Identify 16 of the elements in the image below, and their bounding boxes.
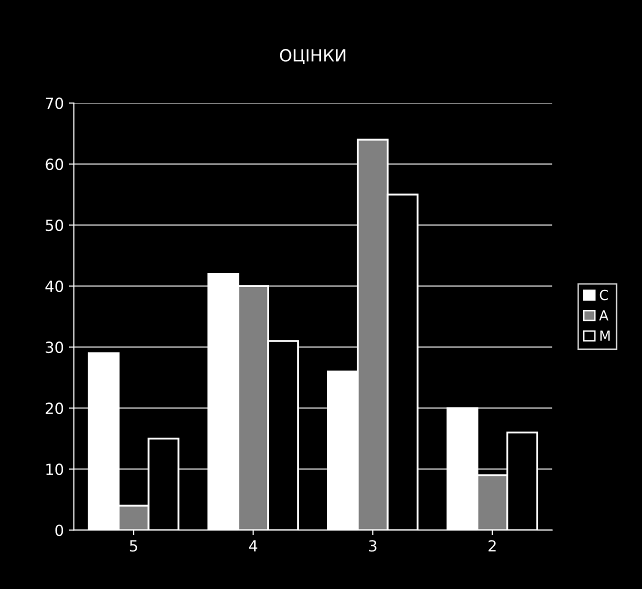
y-tick-label: 10	[46, 464, 64, 476]
x-tick-label: 4	[249, 540, 258, 552]
y-tick-label: 0	[55, 524, 64, 536]
y-tick-label: 30	[46, 342, 64, 354]
chart-title: ОЦІНКИ	[280, 49, 346, 64]
legend-label: М	[600, 330, 610, 341]
y-tick-label: 70	[46, 98, 64, 110]
y-tick-label: 50	[46, 220, 64, 232]
x-tick-label: 3	[369, 540, 376, 552]
y-tick-label: 60	[46, 158, 64, 170]
legend-label: А	[599, 310, 608, 320]
legend-label: С	[600, 290, 608, 300]
x-tick-label: 5	[130, 540, 138, 552]
x-tick-label: 2	[488, 540, 496, 552]
y-tick-label: 40	[45, 280, 64, 292]
y-tick-label: 20	[46, 402, 64, 414]
